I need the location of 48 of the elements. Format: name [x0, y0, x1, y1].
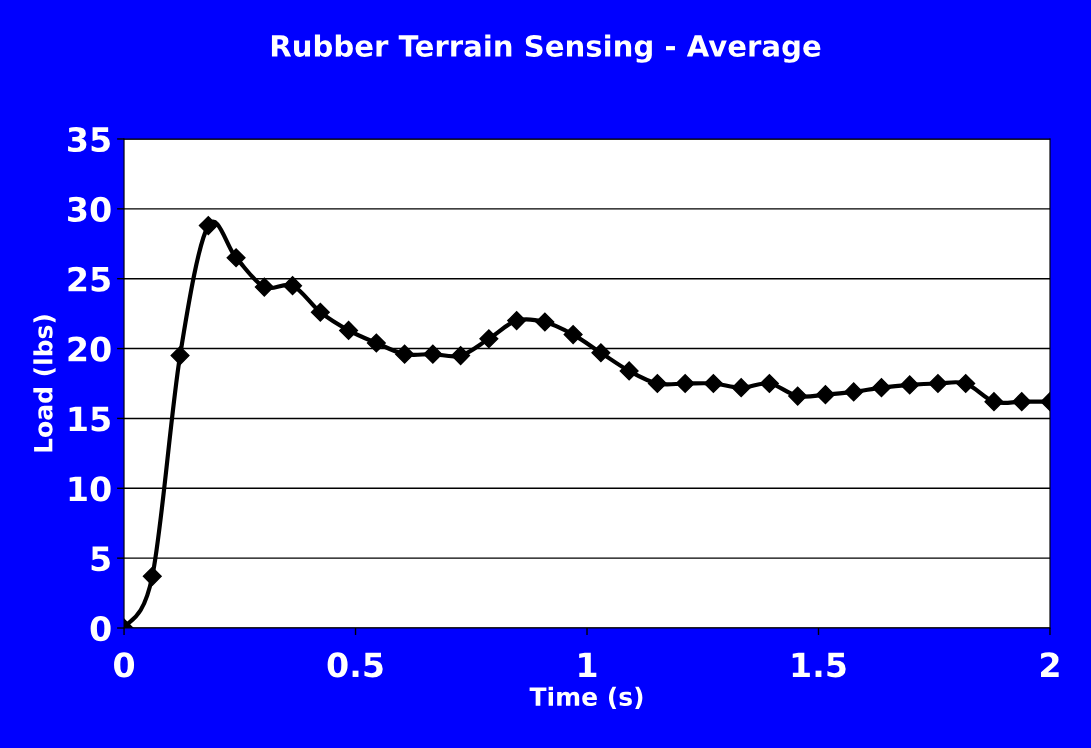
x-tick-label: 0.5	[327, 652, 383, 678]
point	[675, 373, 695, 394]
y-tick-label: 5	[91, 546, 110, 572]
y-tick-label: 0	[90, 615, 111, 642]
point	[479, 329, 499, 349]
point	[900, 375, 920, 395]
y-tick-label: 25	[68, 266, 110, 292]
point	[788, 386, 808, 406]
point	[283, 276, 303, 296]
point	[815, 385, 835, 405]
y-tick-label: 20	[68, 336, 111, 362]
y-tick-label: 35	[68, 126, 110, 153]
x-axis-title: Time (s)	[529, 686, 643, 709]
point	[142, 566, 162, 586]
point	[844, 382, 864, 402]
point	[619, 361, 639, 381]
y-tick-label: 30	[68, 196, 111, 222]
point	[759, 373, 779, 394]
point	[310, 302, 330, 322]
point	[535, 312, 555, 332]
x-tick-label: 0	[114, 652, 135, 678]
point	[731, 378, 751, 398]
point	[339, 320, 359, 340]
point	[871, 378, 891, 398]
point	[254, 277, 274, 297]
point	[591, 343, 611, 363]
y-axis-title: Load (lbs)	[33, 315, 56, 452]
x-tick-label: 2	[1041, 652, 1059, 677]
point	[563, 325, 583, 345]
x-tick-label: 1	[579, 652, 597, 677]
point	[170, 346, 190, 366]
point	[226, 248, 246, 268]
point	[423, 344, 443, 364]
point	[366, 333, 386, 353]
chart-title: Rubber Terrain Sensing - Average	[271, 34, 821, 63]
point	[507, 311, 527, 331]
x-tick-label: 1.5	[792, 652, 846, 678]
point	[395, 344, 415, 364]
y-tick-label: 15	[69, 406, 110, 432]
point	[984, 392, 1004, 412]
point	[703, 373, 723, 394]
point	[451, 346, 471, 366]
point	[647, 373, 667, 394]
y-tick-label: 10	[69, 476, 111, 502]
point	[956, 373, 976, 394]
point	[928, 373, 948, 394]
point	[1012, 392, 1032, 412]
point	[198, 216, 218, 236]
